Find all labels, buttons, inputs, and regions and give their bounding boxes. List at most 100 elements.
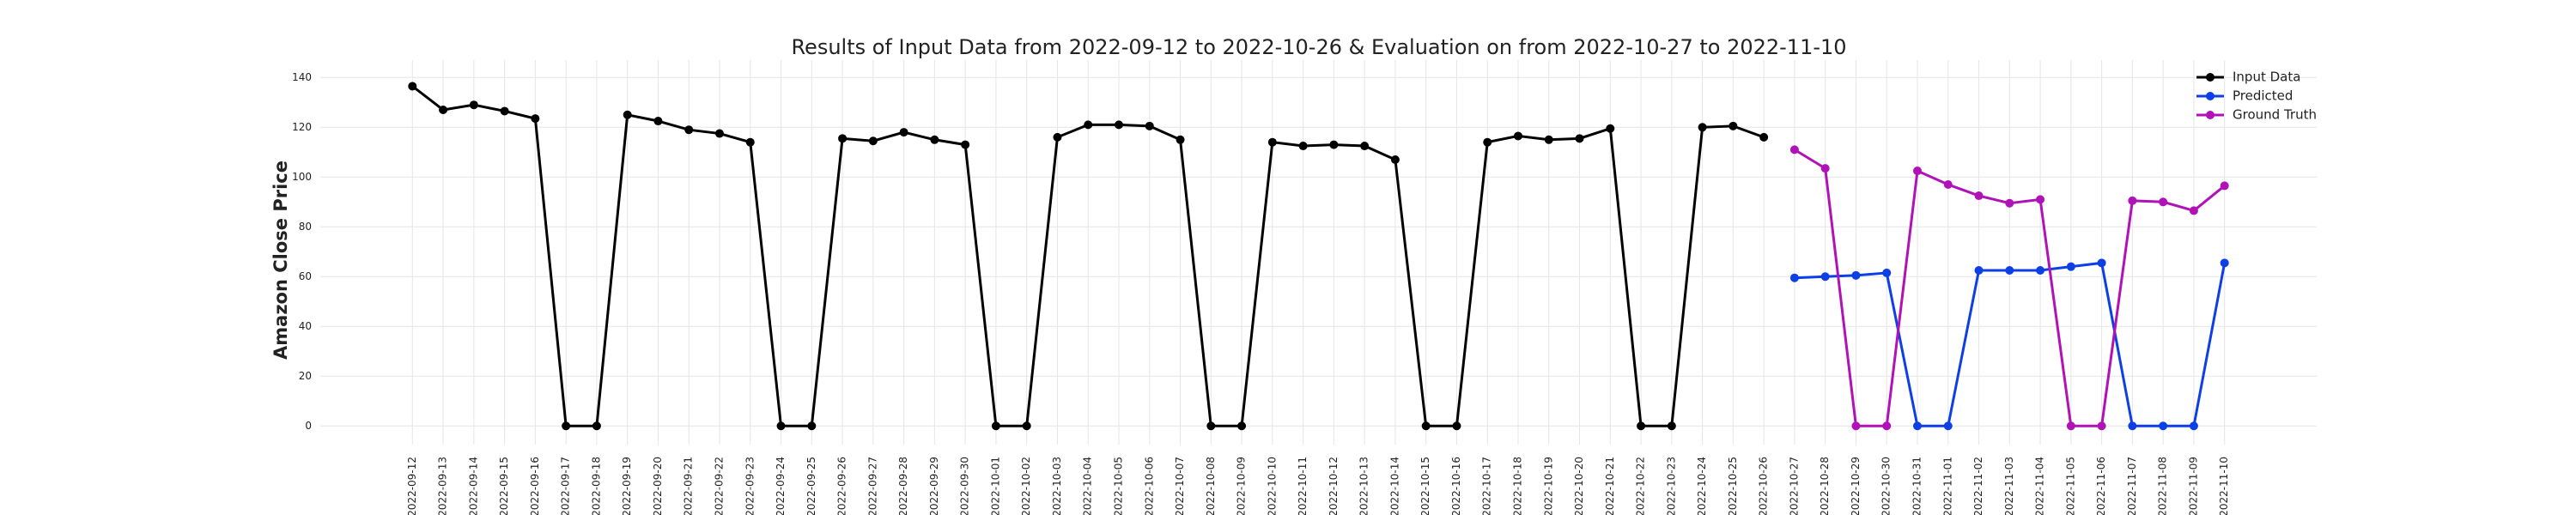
data-point [1637,421,1646,431]
data-point [1206,421,1216,431]
x-tick-label: 2022-10-09 [1236,457,1248,515]
x-tick-label: 2022-10-24 [1696,457,1708,515]
x-tick-label: 2022-10-04 [1082,457,1094,515]
data-point [2220,258,2229,268]
data-point [930,135,939,144]
data-point [1943,421,1953,431]
legend-marker [2206,92,2215,100]
data-point [1575,134,1584,143]
data-point [1329,140,1339,149]
x-tick-label: 2022-10-12 [1327,457,1340,515]
data-point [807,421,817,431]
data-point [1084,120,1093,130]
data-point [653,117,663,126]
legend-marker [2206,111,2215,119]
data-point [592,421,601,431]
x-tick-label: 2022-10-02 [1020,457,1032,515]
data-point [562,421,571,431]
x-tick-label: 2022-10-31 [1911,457,1923,515]
x-tick-label: 2022-09-22 [714,457,726,515]
x-tick-label: 2022-10-26 [1758,457,1770,515]
legend-marker [2206,73,2215,82]
x-tick-label: 2022-10-30 [1880,457,1893,515]
x-tick-label: 2022-10-03 [1051,457,1063,515]
data-point [1452,421,1461,431]
data-point [439,105,448,114]
x-tick-label: 2022-10-15 [1419,457,1431,515]
data-point [500,106,509,116]
x-tick-label: 2022-09-30 [959,457,971,515]
y-tick-label: 120 [292,121,312,133]
data-point [1360,142,1370,151]
data-point [1022,421,1031,431]
x-tick-label: 2022-09-12 [406,457,418,515]
x-tick-label: 2022-10-11 [1297,457,1309,515]
x-tick-label: 2022-10-17 [1481,457,1493,515]
x-tick-label: 2022-09-27 [866,457,878,515]
data-point [1115,120,1123,130]
data-point [2066,421,2075,431]
data-point [408,82,417,91]
x-tick-label: 2022-11-02 [1972,457,1984,515]
x-tick-label: 2022-10-19 [1542,457,1554,515]
data-point [684,125,694,135]
x-tick-label: 2022-11-05 [2064,457,2076,515]
data-point [1851,270,1861,280]
data-point [2005,266,2014,276]
data-point [1974,266,1984,276]
x-tick-label: 2022-10-27 [1788,457,1800,515]
x-tick-label: 2022-10-10 [1266,457,1278,515]
data-point [776,421,786,431]
x-tick-label: 2022-10-01 [989,457,1001,515]
data-point [715,129,724,138]
legend-label: Input Data [2233,70,2300,85]
data-point [745,137,755,147]
data-point [1882,268,1892,277]
x-tick-label: 2022-09-20 [652,457,664,515]
data-point [1237,421,1247,431]
x-tick-label: 2022-09-19 [621,457,633,515]
data-point [1606,124,1615,133]
data-point [1913,167,1922,176]
x-tick-label: 2022-09-28 [897,457,909,515]
x-tick-label: 2022-10-05 [1113,457,1125,515]
data-point [1913,421,1922,431]
x-tick-label: 2022-10-16 [1450,457,1462,515]
x-tick-label: 2022-09-23 [744,457,756,515]
x-tick-label: 2022-09-26 [836,457,848,515]
x-tick-label: 2022-09-29 [928,457,940,515]
data-point [2036,195,2045,204]
x-tick-label: 2022-10-28 [1819,457,1831,515]
x-tick-label: 2022-10-20 [1573,457,1585,515]
x-tick-label: 2022-09-18 [590,457,602,515]
x-tick-label: 2022-11-04 [2034,457,2046,515]
data-point [1145,121,1154,130]
data-point [868,136,878,146]
x-tick-label: 2022-11-01 [1941,457,1953,515]
data-point [1544,135,1553,144]
y-axis-label: Amazon Close Price [270,161,291,360]
data-point [1267,137,1277,147]
legend-label: Ground Truth [2233,107,2317,123]
x-tick-label: 2022-10-23 [1665,457,1677,515]
y-tick-label: 40 [299,320,312,332]
x-tick-label: 2022-10-08 [1205,457,1217,515]
x-tick-label: 2022-09-13 [437,457,449,515]
x-tick-label: 2022-10-14 [1388,457,1400,515]
data-point [2097,421,2106,431]
x-tick-label: 2022-10-13 [1358,457,1370,515]
data-point [2159,197,2168,207]
data-point [2066,262,2075,271]
data-point [1298,142,1308,151]
data-point [1053,132,1062,142]
x-tick-label: 2022-11-08 [2157,457,2169,515]
x-tick-label: 2022-11-07 [2126,457,2138,515]
data-point [2189,206,2198,215]
y-tick-label: 140 [292,71,312,83]
x-tick-label: 2022-11-06 [2095,457,2107,515]
x-tick-label: 2022-10-07 [1174,457,1186,515]
data-point [1851,421,1861,431]
x-tick-label: 2022-10-18 [1512,457,1524,515]
data-point [1728,121,1738,130]
